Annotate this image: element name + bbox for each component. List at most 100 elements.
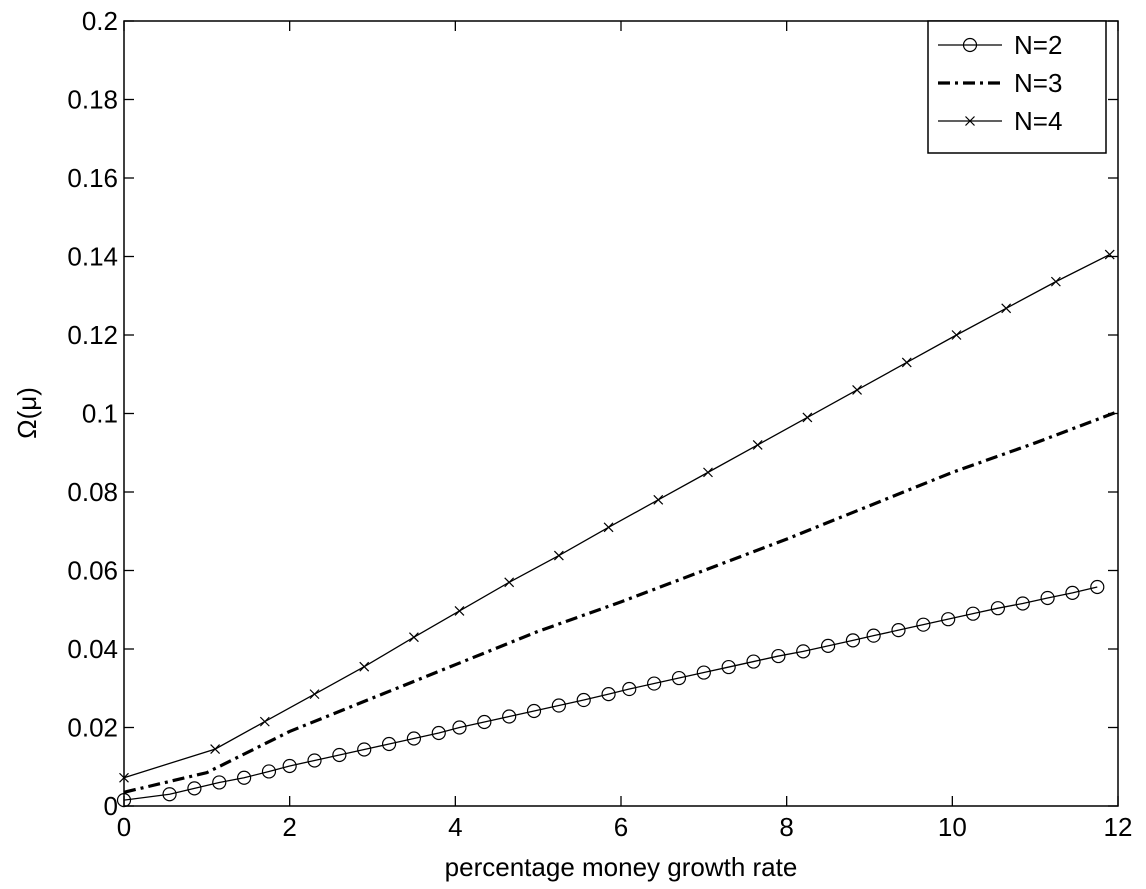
- data-point: [259, 716, 270, 727]
- data-point-stroke: [1001, 303, 1012, 314]
- data-point-stroke: [454, 606, 465, 616]
- data-point-stroke: [309, 689, 320, 700]
- legend-label: N=4: [1014, 106, 1062, 136]
- data-point: [526, 703, 542, 719]
- data-point: [603, 522, 614, 533]
- data-point: [454, 606, 465, 616]
- data-point: [553, 550, 564, 561]
- data-point: [1065, 585, 1080, 600]
- series-layer: [116, 249, 1119, 808]
- series-2: [119, 249, 1115, 783]
- data-point: [866, 628, 881, 643]
- data-point: [119, 772, 129, 783]
- series-1: [123, 410, 1119, 794]
- data-point: [901, 357, 912, 368]
- x-tick-label: 2: [282, 812, 296, 842]
- data-point-stroke: [1050, 276, 1061, 287]
- data-point: [162, 787, 177, 802]
- data-point-stroke: [504, 577, 515, 588]
- x-tick-label: 6: [614, 812, 628, 842]
- data-point: [309, 689, 320, 700]
- data-point: [721, 659, 736, 675]
- tick-labels: 0 2 4 6 8 10 12 0 0.02 0.04 0.06 0.08 0.1 0.12 0.14 0.1…: [67, 6, 1132, 842]
- data-point: [504, 577, 515, 588]
- data-point: [576, 692, 591, 708]
- x-axis-label: percentage money growth rate: [445, 852, 798, 882]
- data-point: [1050, 276, 1061, 287]
- data-point-stroke: [210, 744, 221, 755]
- y-tick-label: 0: [104, 791, 118, 821]
- legend-entry: N=4: [938, 106, 1062, 136]
- data-point: [820, 638, 836, 653]
- data-point: [941, 612, 956, 627]
- data-point: [1040, 590, 1055, 606]
- legend-entry: N=2: [938, 30, 1062, 60]
- legend-box: [927, 20, 1107, 154]
- x-tick-label: 4: [448, 812, 462, 842]
- series-0: [116, 579, 1105, 808]
- data-point-stroke: [408, 632, 419, 643]
- x-tick-label: 10: [938, 812, 967, 842]
- data-point: [282, 758, 297, 774]
- data-point-stroke: [901, 357, 912, 368]
- data-point: [187, 781, 202, 796]
- data-point: [357, 742, 372, 757]
- data-point-stroke: [752, 439, 763, 450]
- x-tick-label: 8: [779, 812, 793, 842]
- data-point: [647, 676, 662, 691]
- y-tick-label: 0.14: [67, 242, 118, 272]
- y-tick-label: 0.2: [82, 6, 118, 36]
- data-point: [653, 494, 664, 505]
- data-point: [965, 606, 981, 621]
- data-point: [359, 661, 370, 672]
- data-point: [752, 439, 763, 450]
- data-point: [431, 725, 446, 741]
- data-point: [408, 632, 419, 643]
- data-point-stroke: [359, 661, 370, 672]
- data-point-stroke: [553, 550, 564, 561]
- y-axis-label: Ω(μ): [12, 387, 42, 439]
- data-point: [210, 744, 221, 755]
- y-tick-label: 0.16: [67, 163, 118, 193]
- data-point: [212, 775, 227, 790]
- data-point: [1015, 596, 1030, 611]
- data-point: [622, 681, 637, 697]
- data-point-stroke: [603, 522, 614, 533]
- data-point: [746, 654, 761, 669]
- legend-entry: N=3: [938, 68, 1062, 98]
- data-point: [332, 747, 347, 763]
- data-point-stroke: [951, 330, 962, 340]
- series-line: [123, 253, 1111, 779]
- data-point: [951, 330, 962, 340]
- legend-marker-stroke: [965, 116, 975, 126]
- data-point: [802, 412, 813, 423]
- data-point-stroke: [703, 467, 713, 478]
- data-point-stroke: [119, 772, 129, 783]
- data-point: [381, 736, 397, 752]
- data-point: [990, 601, 1005, 616]
- data-point: [671, 670, 687, 686]
- data-point-stroke: [802, 412, 813, 423]
- data-point: [502, 709, 517, 724]
- series-line: [123, 410, 1119, 794]
- x-tick-label: 12: [1104, 812, 1133, 842]
- data-point: [1104, 249, 1115, 260]
- data-point: [845, 633, 861, 648]
- data-point-stroke: [259, 716, 270, 727]
- y-tick-label: 0.04: [67, 634, 118, 664]
- y-tick-label: 0.02: [67, 713, 118, 743]
- y-tick-label: 0.06: [67, 556, 118, 586]
- data-point: [477, 714, 492, 730]
- data-point: [771, 648, 786, 664]
- data-point: [796, 644, 811, 659]
- data-point: [551, 698, 566, 713]
- data-point: [891, 623, 906, 638]
- data-point-stroke: [1104, 249, 1115, 260]
- data-point: [307, 753, 322, 768]
- data-point: [406, 731, 422, 746]
- data-point-stroke: [852, 385, 862, 395]
- y-tick-label: 0.18: [67, 85, 118, 115]
- y-tick-label: 0.12: [67, 320, 118, 350]
- data-point: [261, 764, 277, 779]
- data-point-stroke: [653, 494, 664, 505]
